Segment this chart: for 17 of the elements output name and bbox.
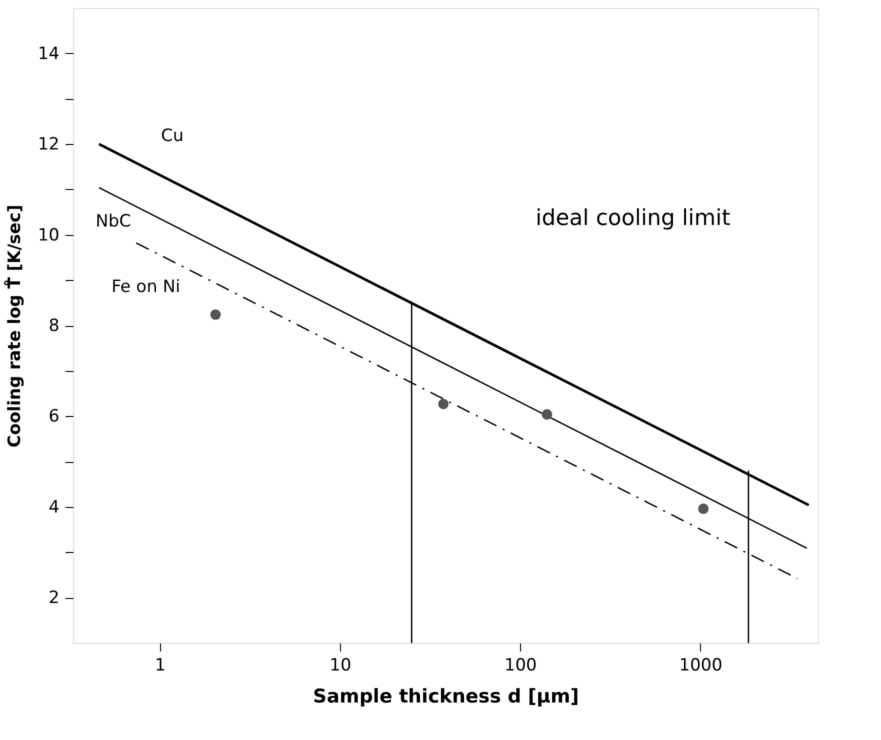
x-tick-label: 1000: [679, 656, 722, 676]
series-label: Fe on Ni: [111, 276, 180, 297]
y-tick-label: 10: [38, 225, 60, 246]
y-tick-label: 2: [48, 588, 60, 608]
y-tick-label: 6: [48, 406, 60, 427]
x-tick-label: 100: [504, 656, 537, 676]
y-tick-label: 8: [48, 316, 60, 336]
y-tick-label: 14: [38, 44, 60, 64]
y-axis-title: Cooling rate log T̊ [K/sec]: [4, 204, 25, 448]
y-tick-label: 4: [48, 497, 60, 518]
x-tick-label: 1: [154, 656, 166, 676]
x-axis-title: Sample thickness d [μm]: [313, 686, 579, 708]
annotation: ideal cooling limit: [536, 206, 731, 231]
y-tick-label: 12: [38, 134, 60, 155]
series-label: Cu: [160, 126, 184, 146]
x-tick-label: 10: [330, 656, 352, 676]
series-label: NbC: [96, 212, 131, 232]
